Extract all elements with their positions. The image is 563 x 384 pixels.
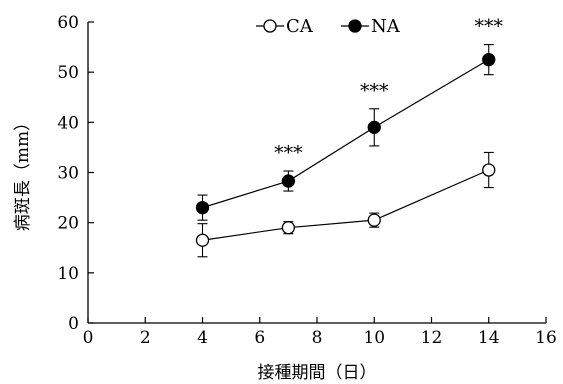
series-na	[195, 44, 496, 221]
legend-marker-ca	[263, 19, 277, 33]
data-point-ca	[195, 233, 210, 247]
x-tick-label: 10	[363, 328, 385, 348]
series-line-ca	[202, 169, 489, 241]
legend-label-ca: CA	[286, 16, 314, 37]
data-point-ca	[367, 213, 381, 227]
x-tick-label: 0	[83, 328, 94, 348]
x-tick-label: 12	[421, 328, 443, 348]
legend-marker-na	[348, 19, 362, 33]
x-tick-label: 16	[535, 328, 557, 348]
legend-label-na: NA	[371, 16, 401, 37]
significance-marker: ***	[475, 16, 504, 38]
data-point-na	[281, 174, 296, 188]
y-axis-title: 病斑長（mm）	[13, 114, 33, 231]
series-ca	[195, 151, 496, 258]
data-point-na	[367, 120, 381, 134]
x-tick-label: 6	[254, 328, 265, 348]
series-line-na	[202, 59, 490, 209]
chart-axes: 0 10 20 30 40 50 60 0 2 4 6 8 10 12 14 16	[57, 13, 556, 348]
y-tick-label: 10	[57, 264, 79, 284]
significance-marker: ***	[274, 142, 303, 164]
legend: CA NA	[256, 16, 401, 37]
annotations: *** *** ***	[274, 16, 503, 164]
y-tick-label: 50	[57, 63, 79, 83]
y-tick-label: 40	[57, 113, 79, 133]
data-point-na	[195, 200, 210, 215]
data-point-na	[482, 52, 496, 67]
data-point-ca	[281, 221, 296, 235]
x-tick-label: 8	[312, 328, 323, 348]
data-point-ca	[482, 163, 496, 177]
y-tick-label: 20	[57, 214, 79, 234]
significance-marker: ***	[360, 80, 389, 102]
x-axis-title: 接種期間（日）	[258, 363, 377, 383]
x-tick-label: 2	[140, 328, 151, 348]
series-layer	[195, 44, 496, 258]
x-tick-label: 4	[197, 328, 208, 348]
y-tick-label: 0	[68, 314, 79, 334]
x-tick-label: 14	[478, 328, 500, 348]
y-tick-label: 30	[57, 164, 79, 184]
y-tick-label: 60	[57, 13, 79, 33]
